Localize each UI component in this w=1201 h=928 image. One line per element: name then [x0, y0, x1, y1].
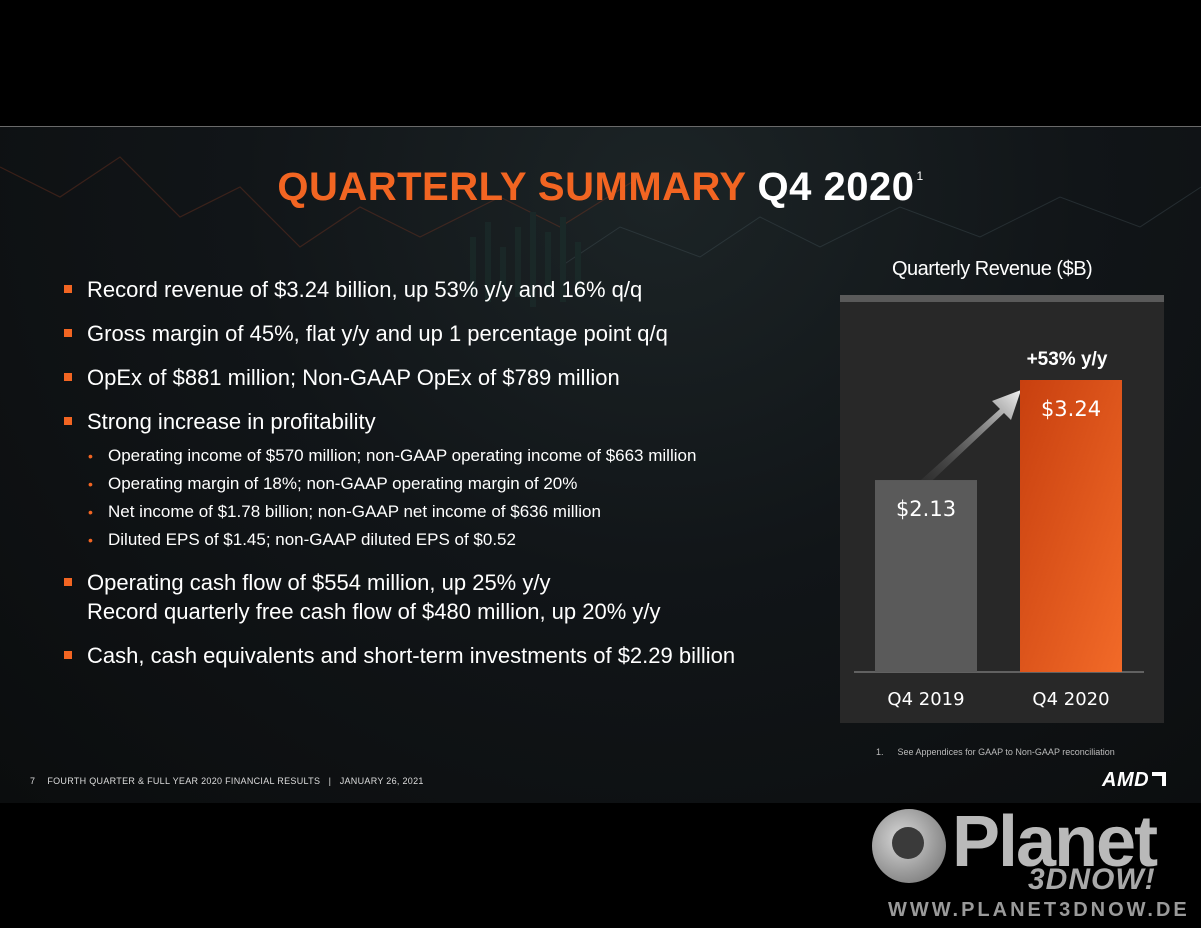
- watermark-sub: 3DNOW!: [1028, 863, 1156, 896]
- subbullet: • Diluted EPS of $1.45; non-GAAP diluted …: [62, 526, 842, 554]
- category-tick-label: Q4 2019: [887, 689, 964, 710]
- bullet-dot: •: [88, 504, 93, 520]
- category-tick-label: Q4 2020: [1032, 689, 1109, 710]
- subbullet-text: Operating income of $570 million; non-GA…: [108, 446, 697, 465]
- cash-flow-line-2: Record quarterly free cash flow of $480 …: [87, 599, 661, 624]
- footnote-text: See Appendices for GAAP to Non-GAAP reco…: [897, 747, 1115, 757]
- bullet-dot: •: [88, 532, 93, 548]
- bullet-dot: •: [88, 448, 93, 464]
- amd-logo: AMD: [1102, 769, 1167, 792]
- subbullet-text: Operating margin of 18%; non-GAAP operat…: [108, 474, 578, 493]
- subbullet: • Operating margin of 18%; non-GAAP opera…: [62, 470, 842, 498]
- subbullet: • Operating income of $570 million; non-G…: [62, 442, 842, 470]
- chart-title: Quarterly Revenue ($B): [892, 258, 1093, 280]
- subbullet: • Net income of $1.78 billion; non-GAAP n…: [62, 498, 842, 526]
- slide: QUARTERLY SUMMARY Q4 2020 1 Record revenu…: [0, 126, 1201, 803]
- amd-logo-text: AMD: [1102, 769, 1150, 791]
- background-decoration: [0, 156, 1201, 307]
- title-period: Q4 2020: [757, 165, 915, 209]
- cash-flow-line-1: Operating cash flow of $554 million, up …: [87, 570, 551, 595]
- slide-footer: 7 FOURTH QUARTER & FULL YEAR 2020 FINANCI…: [30, 776, 424, 786]
- watermark: Planet 3DNOW! WWW.PLANET3DNOW.DE: [860, 802, 1200, 925]
- chart-panel: $2.13 Q4 2019 $3.24 Q4 2020 +53% y/y: [840, 295, 1164, 723]
- profitability-subbullets: • Operating income of $570 million; non-G…: [62, 442, 842, 554]
- growth-annotation: +53% y/y: [1027, 349, 1108, 370]
- slide-title: QUARTERLY SUMMARY Q4 2020 1: [0, 165, 1201, 210]
- bullet-cash-flow: Operating cash flow of $554 million, up …: [62, 568, 842, 626]
- bullet-gross-margin: Gross margin of 45%, flat y/y and up 1 p…: [62, 319, 842, 348]
- bar-value-label: $2.13: [896, 497, 956, 521]
- footnote-number: 1.: [876, 747, 884, 757]
- bullet-cash: Cash, cash equivalents and short-term in…: [62, 641, 842, 670]
- watermark-word: Planet: [952, 802, 1158, 882]
- bullet-dot: •: [88, 476, 93, 492]
- bar-q4-2019: [875, 480, 977, 672]
- bar-value-label: $3.24: [1041, 397, 1101, 421]
- title-highlight: QUARTERLY SUMMARY: [277, 165, 746, 209]
- bullet-revenue: Record revenue of $3.24 billion, up 53% …: [62, 275, 842, 304]
- growth-arrow-icon: [912, 390, 1021, 494]
- bullet-profitability: Strong increase in profitability: [62, 407, 842, 436]
- page-number: 7: [30, 776, 36, 786]
- title-footnote-marker: 1: [916, 169, 924, 183]
- amd-arrow-icon: [1152, 772, 1167, 786]
- revenue-chart: $2.13 Q4 2019 $3.24 Q4 2020 +53% y/y: [854, 349, 1144, 710]
- bar-q4-2020: [1020, 380, 1122, 672]
- footer-text: FOURTH QUARTER & FULL YEAR 2020 FINANCIA…: [47, 776, 424, 786]
- summary-bullets: Record revenue of $3.24 billion, up 53% …: [62, 275, 842, 685]
- bullet-opex: OpEx of $881 million; Non-GAAP OpEx of $…: [62, 363, 842, 392]
- watermark-logo-icon: [872, 809, 946, 883]
- subbullet-text: Diluted EPS of $1.45; non-GAAP diluted E…: [108, 530, 516, 549]
- footnote: 1. See Appendices for GAAP to Non-GAAP re…: [876, 747, 1115, 757]
- watermark-url: WWW.PLANET3DNOW.DE: [888, 899, 1190, 921]
- subbullet-text: Net income of $1.78 billion; non-GAAP ne…: [108, 502, 601, 521]
